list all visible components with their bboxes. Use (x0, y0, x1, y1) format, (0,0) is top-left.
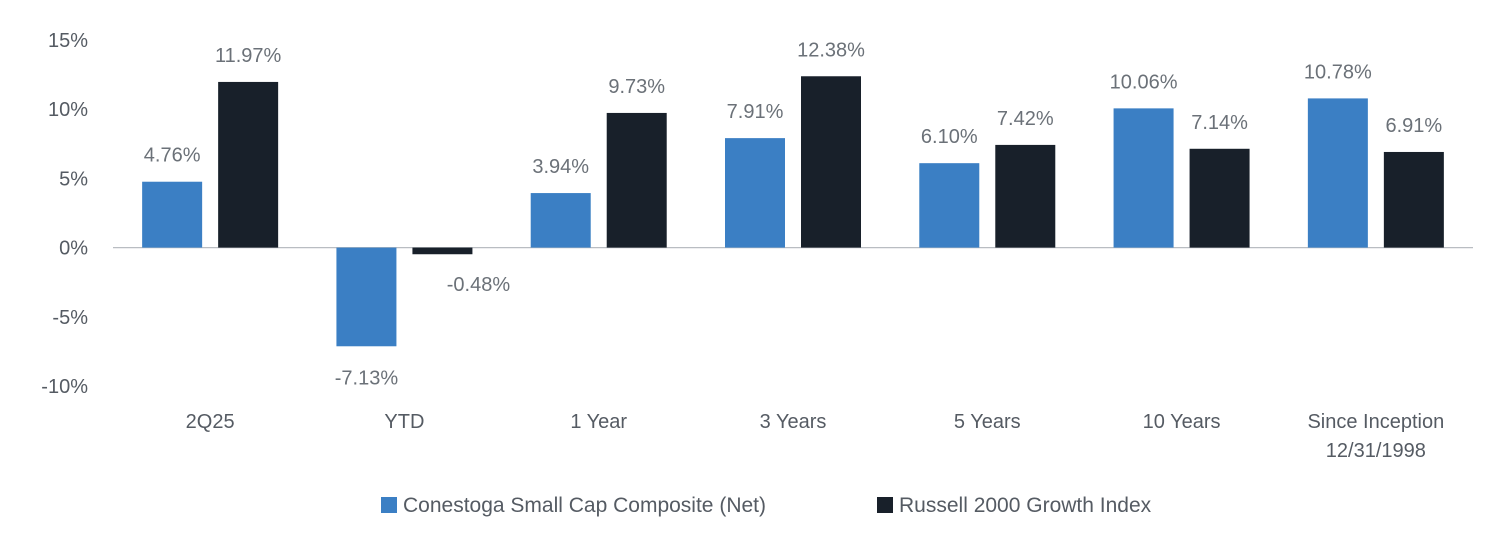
x-category-label: 2Q25 (186, 411, 235, 433)
data-label: -7.13% (335, 367, 399, 389)
data-label: 4.76% (144, 145, 201, 167)
bar-series-1-0 (142, 181, 203, 248)
data-label: -0.48% (447, 274, 511, 296)
bar-series-1-1 (336, 247, 397, 347)
bar-series-1-4 (919, 163, 980, 248)
y-tick-label: 15% (48, 30, 88, 52)
legend-swatch-1 (381, 497, 397, 513)
data-label: 3.94% (532, 156, 589, 178)
bar-series-2-2 (606, 112, 667, 248)
y-tick-label: 5% (59, 168, 88, 190)
x-category-label: 12/31/1998 (1326, 440, 1426, 462)
bar-series-2-3 (801, 76, 861, 248)
x-category-label: Since Inception (1307, 411, 1444, 433)
legend-label-2: Russell 2000 Growth Index (899, 494, 1152, 517)
data-label: 9.73% (608, 76, 665, 98)
bar-series-1-2 (530, 193, 591, 248)
data-label: 12.38% (797, 39, 865, 61)
x-category-label: 3 Years (760, 411, 827, 433)
bar-series-2-4 (995, 144, 1056, 248)
bar-series-2-1 (412, 247, 473, 255)
y-tick-label: -10% (41, 376, 88, 398)
data-label: 7.91% (727, 101, 784, 123)
data-label: 7.42% (997, 108, 1054, 130)
x-category-label: 1 Year (570, 411, 627, 433)
bar-series-1-3 (725, 138, 785, 248)
data-label: 10.78% (1304, 61, 1372, 83)
bar-series-2-0 (218, 81, 279, 248)
y-tick-label: 10% (48, 99, 88, 121)
x-category-label: YTD (384, 411, 424, 433)
y-tick-label: 0% (59, 238, 88, 260)
legend-swatch-2 (877, 497, 893, 513)
bar-series-2-6 (1383, 151, 1444, 248)
bar-series-1-5 (1113, 108, 1174, 248)
data-label: 11.97% (215, 45, 282, 67)
y-tick-label: -5% (52, 307, 88, 329)
data-label: 10.06% (1110, 71, 1178, 93)
x-category-label: 10 Years (1143, 411, 1221, 433)
x-category-label: 5 Years (954, 411, 1021, 433)
data-label: 7.14% (1191, 112, 1248, 134)
bar-series-2-5 (1189, 148, 1250, 248)
data-label: 6.91% (1385, 115, 1442, 137)
data-label: 6.10% (921, 126, 978, 148)
bar-series-1-6 (1307, 98, 1368, 248)
legend-label-1: Conestoga Small Cap Composite (Net) (403, 494, 766, 517)
